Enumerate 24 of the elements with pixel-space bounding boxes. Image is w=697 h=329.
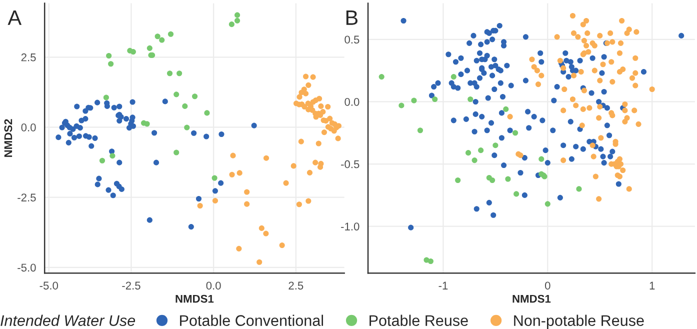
x-tick-label: -5.0 xyxy=(40,282,58,290)
x-tick-label: 2.5 xyxy=(288,282,304,290)
y-tick-label: 0.5 xyxy=(344,36,360,44)
x-tick-label: 0.0 xyxy=(206,282,221,290)
y-tick-label: -1.0 xyxy=(341,222,360,230)
y-tick-label: -2.5 xyxy=(18,194,36,202)
x-axis-title: NMDS1 xyxy=(512,294,551,303)
legend-label: Non-potable Reuse xyxy=(514,314,644,329)
y-tick-label: 2.5 xyxy=(21,53,36,62)
text: B xyxy=(346,10,358,25)
x-tick-label: -1 xyxy=(438,282,448,290)
legend-label: Potable Reuse xyxy=(370,314,468,326)
legend-title: Intended Water Use xyxy=(0,314,136,326)
y-tick-label: 0.0 xyxy=(21,124,36,132)
text: A xyxy=(8,10,22,25)
legend-label: Potable Conventional xyxy=(180,314,324,326)
y-tick-label: 0.0 xyxy=(344,98,360,106)
y-tick-label: -0.5 xyxy=(341,160,360,168)
y-axis-title: NMDS2 xyxy=(4,119,12,157)
y-tick-label: -5.0 xyxy=(18,264,36,272)
x-tick-label: -2.5 xyxy=(122,282,140,290)
x-tick-label: 1 xyxy=(650,282,655,290)
x-tick-label: 0 xyxy=(544,282,550,290)
x-axis-title: NMDS1 xyxy=(176,294,214,303)
